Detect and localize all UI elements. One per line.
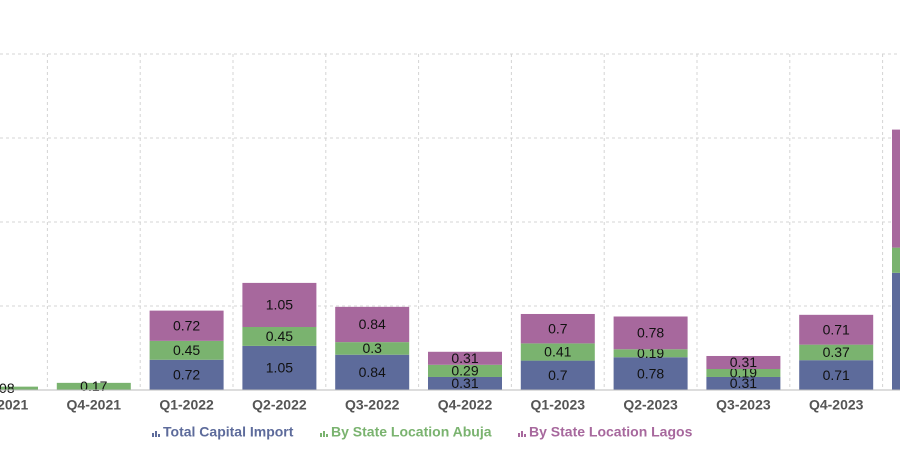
data-label: 1.05 xyxy=(266,297,293,313)
x-tick-label: Q1-2023 xyxy=(531,397,586,413)
legend-item: By State Location Lagos xyxy=(518,424,693,440)
x-tick-label: Q4-2022 xyxy=(438,397,493,413)
data-label: 0.31 xyxy=(730,375,757,391)
x-tick-label: Q1-2022 xyxy=(159,397,214,413)
data-label: 0.31 xyxy=(451,350,478,366)
bar-segment xyxy=(428,351,502,365)
x-tick-label: Q3-2021 xyxy=(0,397,28,413)
bar-segment xyxy=(706,369,781,377)
data-label: 0.72 xyxy=(173,367,200,383)
data-label: 1.05 xyxy=(266,360,293,376)
data-label: 0.45 xyxy=(266,328,293,344)
bar-segment xyxy=(799,314,874,345)
legend-icon xyxy=(521,431,523,437)
bar-segment xyxy=(335,354,410,390)
legend-icon xyxy=(320,433,322,437)
data-label: 0.84 xyxy=(359,364,386,380)
bar-segment xyxy=(56,382,131,390)
data-label: 0.08 xyxy=(0,380,15,396)
legend-icon xyxy=(326,434,328,437)
bar-segment xyxy=(799,360,874,390)
bar-segment xyxy=(149,359,224,390)
bar-segment xyxy=(335,342,410,355)
bar-segment xyxy=(520,313,595,344)
bar-segment xyxy=(335,306,410,343)
data-label: 0.84 xyxy=(359,316,386,332)
data-label: 0.17 xyxy=(80,378,107,394)
bar-segment xyxy=(149,340,224,360)
data-label: 0.41 xyxy=(544,344,571,360)
bar-segment xyxy=(799,344,874,361)
legend-icon xyxy=(155,431,157,437)
x-tick-label: Q2-2023 xyxy=(623,397,678,413)
legend-label: Total Capital Import xyxy=(163,424,294,440)
data-label: 0.7 xyxy=(548,367,568,383)
data-label: 0.7 xyxy=(548,320,568,336)
data-label: 0.37 xyxy=(823,344,850,360)
bar-segment xyxy=(706,355,781,369)
legend-icon xyxy=(323,431,325,437)
bar-segment xyxy=(520,343,595,361)
bar-segment xyxy=(892,272,900,390)
x-tick-label: Q4-2021 xyxy=(67,397,122,413)
bar-segment xyxy=(613,349,688,358)
data-label: 0.31 xyxy=(451,375,478,391)
bar-segment xyxy=(520,360,595,390)
data-label: 0.3 xyxy=(362,340,382,356)
data-label: 0.78 xyxy=(637,325,664,341)
bar-segment xyxy=(242,327,317,346)
bar-segment xyxy=(706,376,781,390)
x-tick-label: Q4-2023 xyxy=(809,397,864,413)
bar-segment xyxy=(892,129,900,248)
legend-icon xyxy=(158,434,160,437)
x-tick-label: Q2-2022 xyxy=(252,397,307,413)
legend-icon xyxy=(152,433,154,437)
data-label: 0.72 xyxy=(173,317,200,333)
data-label: 0.31 xyxy=(730,354,757,370)
bar-segment xyxy=(0,386,38,390)
data-label: 0.29 xyxy=(451,363,478,379)
bar-segment xyxy=(892,247,900,273)
bar-segment xyxy=(613,357,688,390)
data-label: 0.78 xyxy=(637,365,664,381)
x-tick-label: Q3-2023 xyxy=(716,397,771,413)
bar-segment xyxy=(242,345,317,390)
bar-segment xyxy=(428,376,502,390)
data-label: 0.71 xyxy=(823,367,850,383)
data-label: 0.71 xyxy=(823,321,850,337)
legend-item: By State Location Abuja xyxy=(320,424,492,440)
legend-label: By State Location Abuja xyxy=(331,424,492,440)
bar-segment xyxy=(428,364,502,377)
data-label: 0.45 xyxy=(173,342,200,358)
bar-segment xyxy=(242,282,317,327)
legend-label: By State Location Lagos xyxy=(529,424,693,440)
bar-segment xyxy=(149,310,224,341)
legend-icon xyxy=(518,433,520,437)
bar-segment xyxy=(613,316,688,350)
legend-item: Total Capital Import xyxy=(152,424,294,440)
x-tick-label: Q3-2022 xyxy=(345,397,400,413)
legend-icon xyxy=(524,434,526,437)
